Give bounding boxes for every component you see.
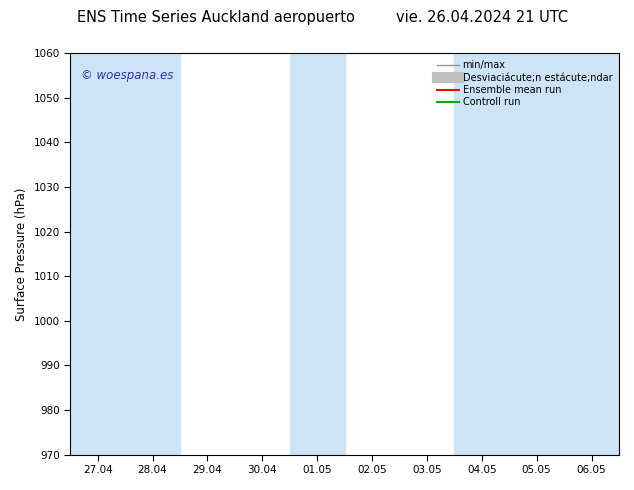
Bar <box>125 53 180 455</box>
Bar <box>509 53 564 455</box>
Bar <box>290 53 345 455</box>
Text: © woespana.es: © woespana.es <box>81 70 174 82</box>
Legend: min/max, Desviaciácute;n estácute;ndar, Ensemble mean run, Controll run: min/max, Desviaciácute;n estácute;ndar, … <box>436 58 614 109</box>
Bar <box>70 53 125 455</box>
Text: vie. 26.04.2024 21 UTC: vie. 26.04.2024 21 UTC <box>396 10 568 24</box>
Bar <box>455 53 509 455</box>
Text: ENS Time Series Auckland aeropuerto: ENS Time Series Auckland aeropuerto <box>77 10 354 24</box>
Bar <box>564 53 619 455</box>
Y-axis label: Surface Pressure (hPa): Surface Pressure (hPa) <box>15 187 28 320</box>
